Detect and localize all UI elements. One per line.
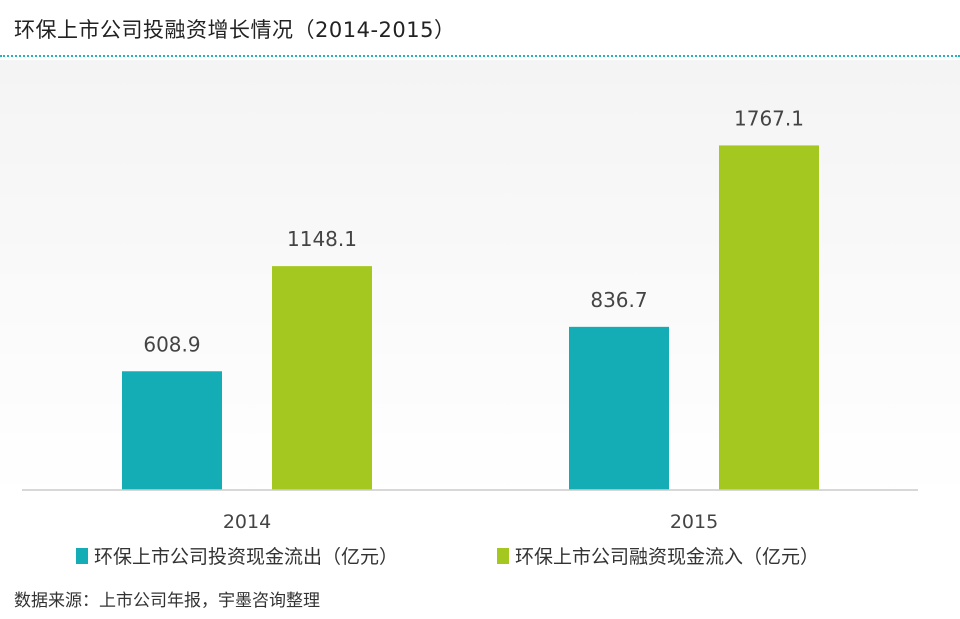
bars-group — [122, 145, 819, 490]
value-label-outflow-2014: 608.9 — [143, 332, 200, 356]
value-label-outflow-2015: 836.7 — [590, 288, 647, 312]
category-label-2015: 2015 — [670, 511, 718, 533]
title-divider — [0, 55, 960, 57]
legend-swatch-inflow — [497, 548, 509, 564]
legend-label-inflow: 环保上市公司融资现金流入（亿元） — [515, 546, 819, 568]
bar-outflow-2014 — [122, 371, 222, 490]
page-title: 环保上市公司投融资增长情况（2014-2015） — [14, 18, 456, 42]
value-label-inflow-2015: 1767.1 — [734, 106, 804, 130]
category-label-2014: 2014 — [223, 511, 271, 533]
category-labels-group: 2014 2015 — [223, 511, 718, 533]
bar-outflow-2015 — [569, 326, 669, 490]
value-labels-group: 608.9 1148.1 836.7 1767.1 — [143, 106, 804, 356]
data-source-note: 数据来源：上市公司年报，宇墨咨询整理 — [14, 591, 320, 611]
legend: 环保上市公司投资现金流出（亿元） 环保上市公司融资现金流入（亿元） — [76, 546, 819, 568]
bar-inflow-2015 — [719, 145, 819, 490]
legend-swatch-outflow — [76, 548, 88, 564]
value-label-inflow-2014: 1148.1 — [287, 227, 357, 251]
legend-label-outflow: 环保上市公司投资现金流出（亿元） — [94, 546, 398, 568]
bar-inflow-2014 — [272, 266, 372, 490]
